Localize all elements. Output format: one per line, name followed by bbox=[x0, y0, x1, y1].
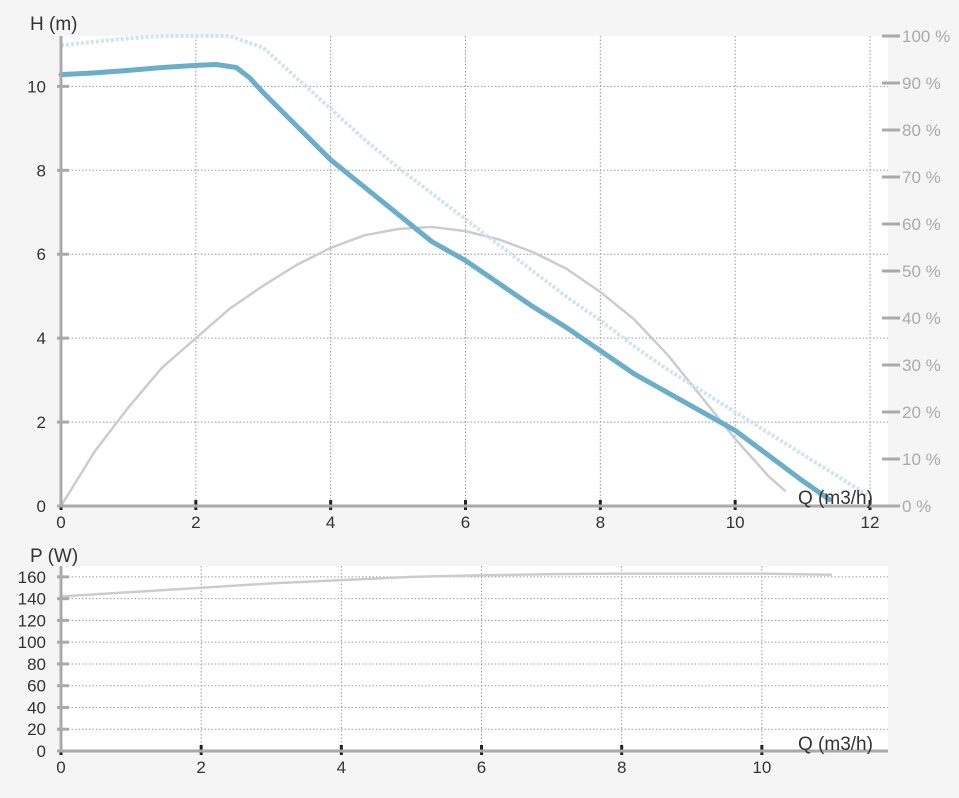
head-x-tick-label: 4 bbox=[326, 513, 335, 532]
head-grid bbox=[61, 36, 888, 506]
power-y-tick-label: 120 bbox=[18, 611, 46, 630]
head-y-tick-label: 8 bbox=[37, 161, 46, 180]
power-x-tick-label: 0 bbox=[56, 758, 65, 777]
efficiency-axis-tick-label: 20 % bbox=[902, 403, 941, 422]
efficiency-axis-tick-label: 40 % bbox=[902, 309, 941, 328]
power-series-group bbox=[60, 572, 832, 598]
head-x-tick-label: 12 bbox=[861, 513, 880, 532]
head-x-tick-label: 8 bbox=[596, 513, 605, 532]
power-y-tick-label: 160 bbox=[18, 568, 46, 587]
head-x-tick-label: 6 bbox=[461, 513, 470, 532]
head-y-tick-label: 0 bbox=[37, 497, 46, 516]
power-y-tick-label: 0 bbox=[37, 742, 46, 761]
power-y-tick-label: 80 bbox=[27, 655, 46, 674]
efficiency-axis-tick-label: 100 % bbox=[902, 27, 950, 46]
efficiency-axis-tick-label: 10 % bbox=[902, 450, 941, 469]
power-y-tick-label: 100 bbox=[18, 633, 46, 652]
power-y-tick-label: 140 bbox=[18, 590, 46, 609]
efficiency-curve bbox=[59, 225, 787, 507]
power-x-tick-label: 8 bbox=[617, 758, 626, 777]
head-plot-area bbox=[61, 36, 888, 506]
power-y-tick-label: 20 bbox=[27, 720, 46, 739]
head-x-tick-label: 10 bbox=[726, 513, 745, 532]
efficiency-axis-tick-label: 30 % bbox=[902, 356, 941, 375]
efficiency-dotted-curve bbox=[60, 34, 872, 499]
efficiency-axis-tick-label: 70 % bbox=[902, 168, 941, 187]
power-y-tick-label: 60 bbox=[27, 677, 46, 696]
efficiency-axis-tick-label: 80 % bbox=[902, 121, 941, 140]
power-grid bbox=[61, 566, 888, 751]
power-x-tick-label: 2 bbox=[196, 758, 205, 777]
power-x-axis-title: Q (m3/h) bbox=[798, 734, 873, 755]
efficiency-axis-tick-label: 90 % bbox=[902, 74, 941, 93]
power-y-axis-title: P (W) bbox=[30, 546, 78, 567]
power-x-tick-label: 10 bbox=[752, 758, 771, 777]
head-series-group bbox=[58, 34, 872, 507]
power-plot-area bbox=[61, 566, 888, 751]
efficiency-axis-tick-label: 50 % bbox=[902, 262, 941, 281]
efficiency-axis-tick-label: 60 % bbox=[902, 215, 941, 234]
power-curve bbox=[60, 572, 832, 598]
efficiency-axis-tick-label: 0 % bbox=[902, 497, 931, 516]
head-curve bbox=[58, 62, 833, 503]
head-y-axis-title: H (m) bbox=[30, 14, 77, 35]
head-y-tick-label: 6 bbox=[37, 245, 46, 264]
power-y-tick-label: 40 bbox=[27, 698, 46, 717]
head-y-tick-label: 10 bbox=[27, 77, 46, 96]
power-x-tick-label: 4 bbox=[337, 758, 346, 777]
head-y-tick-label: 2 bbox=[37, 413, 46, 432]
head-x-tick-label: 0 bbox=[56, 513, 65, 532]
power-x-tick-label: 6 bbox=[477, 758, 486, 777]
head-x-tick-label: 2 bbox=[191, 513, 200, 532]
head-x-axis-title: Q (m3/h) bbox=[798, 488, 873, 509]
head-y-tick-label: 4 bbox=[37, 329, 46, 348]
